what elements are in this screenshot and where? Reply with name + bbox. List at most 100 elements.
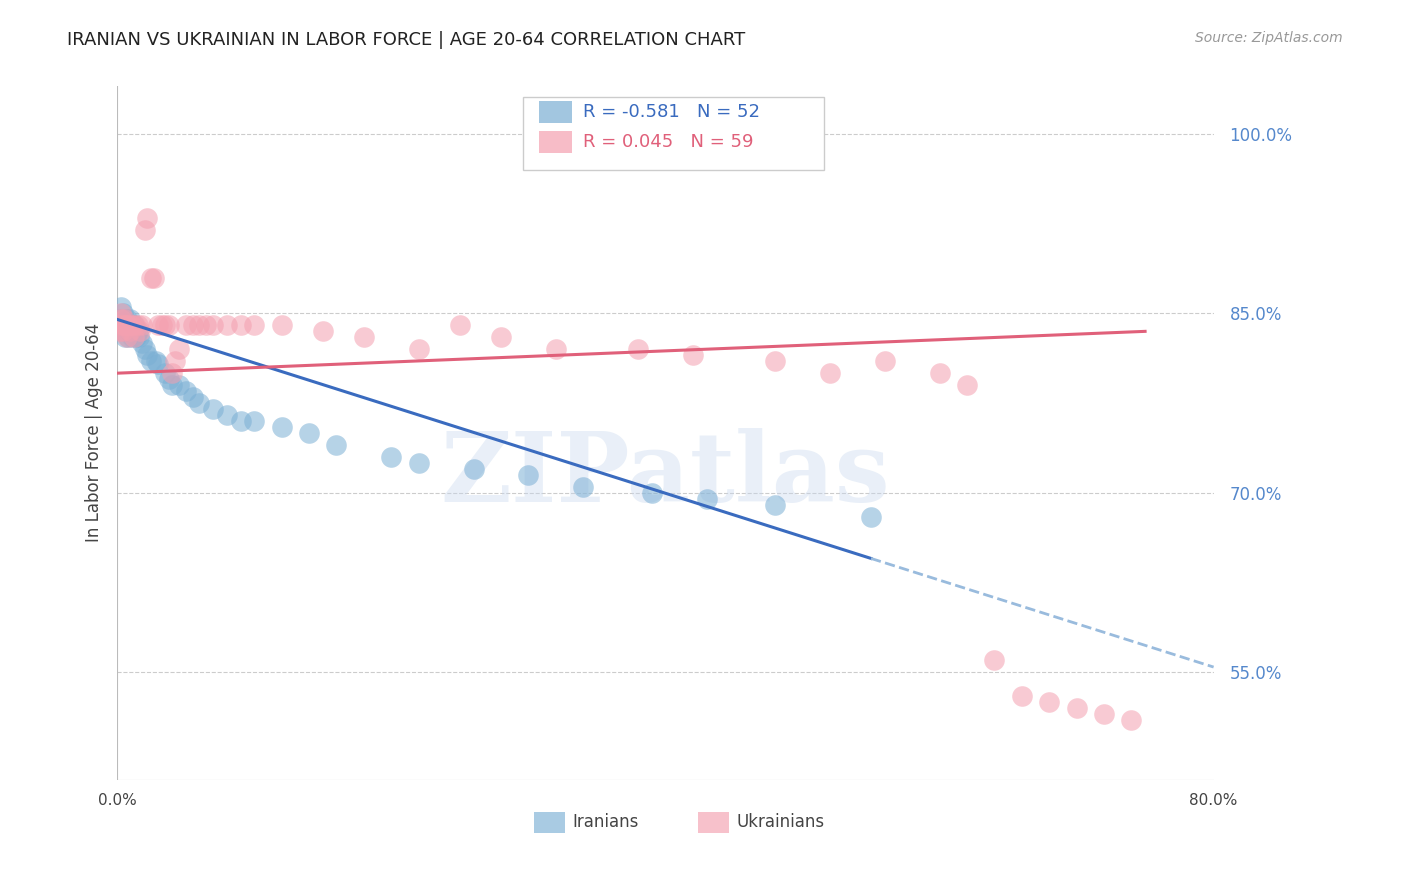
Point — [121, 330, 143, 344]
Point — [202, 318, 225, 333]
Point — [122, 318, 145, 333]
Text: R = -0.581   N = 52: R = -0.581 N = 52 — [583, 103, 761, 121]
Point — [188, 318, 211, 333]
Point — [110, 306, 132, 320]
Point — [449, 318, 471, 333]
Point — [270, 420, 292, 434]
Point — [107, 318, 129, 333]
Point — [160, 366, 183, 380]
Point — [131, 336, 153, 351]
Point — [111, 324, 134, 338]
Point — [110, 301, 132, 315]
Point — [153, 318, 176, 333]
Point — [215, 408, 238, 422]
Point — [695, 491, 717, 506]
Point — [353, 330, 375, 344]
Point — [112, 318, 135, 333]
Point — [763, 354, 786, 368]
Point — [114, 318, 136, 333]
Point — [682, 348, 704, 362]
Point — [129, 324, 152, 338]
Point — [298, 425, 321, 440]
Y-axis label: In Labor Force | Age 20-64: In Labor Force | Age 20-64 — [86, 324, 103, 542]
Point — [111, 318, 134, 333]
Point — [112, 312, 135, 326]
Point — [627, 343, 650, 357]
Point — [202, 402, 225, 417]
Point — [818, 366, 841, 380]
Point — [1092, 706, 1115, 721]
Point — [148, 357, 170, 371]
Point — [174, 384, 197, 398]
Point — [134, 343, 156, 357]
Point — [243, 414, 266, 428]
Point — [115, 324, 138, 338]
Bar — [540, 131, 572, 153]
Point — [115, 318, 138, 333]
Point — [1038, 695, 1060, 709]
Point — [115, 330, 138, 344]
Point — [270, 318, 292, 333]
Point — [118, 324, 141, 338]
Point — [110, 312, 132, 326]
Point — [108, 312, 131, 326]
Point — [873, 354, 896, 368]
Point — [181, 390, 204, 404]
Point — [120, 318, 142, 333]
Point — [120, 324, 142, 338]
Text: IRANIAN VS UKRAINIAN IN LABOR FORCE | AGE 20-64 CORRELATION CHART: IRANIAN VS UKRAINIAN IN LABOR FORCE | AG… — [67, 31, 745, 49]
Point — [136, 211, 159, 225]
Point — [107, 318, 129, 333]
Point — [1011, 689, 1033, 703]
Point — [408, 343, 430, 357]
Point — [111, 306, 134, 320]
Point — [128, 330, 150, 344]
Point — [117, 318, 139, 333]
Point — [112, 318, 135, 333]
Point — [229, 318, 252, 333]
Point — [153, 366, 176, 380]
Point — [157, 318, 180, 333]
Point — [111, 324, 134, 338]
Point — [763, 498, 786, 512]
Point — [188, 396, 211, 410]
Point — [215, 318, 238, 333]
Point — [157, 372, 180, 386]
Point — [136, 348, 159, 362]
Point — [108, 324, 131, 338]
Point — [167, 378, 190, 392]
Point — [145, 354, 167, 368]
Text: ZIPatlas: ZIPatlas — [440, 427, 890, 522]
Point — [152, 318, 174, 333]
Point — [489, 330, 512, 344]
Bar — [534, 812, 565, 833]
Point — [325, 438, 347, 452]
Point — [312, 324, 335, 338]
Point — [163, 354, 186, 368]
Bar — [699, 812, 728, 833]
Point — [1121, 713, 1143, 727]
Point — [114, 330, 136, 344]
Point — [127, 324, 149, 338]
Point — [143, 270, 166, 285]
Point — [124, 324, 146, 338]
Text: Iranians: Iranians — [572, 814, 638, 831]
Point — [110, 318, 132, 333]
Point — [195, 318, 218, 333]
Point — [174, 318, 197, 333]
Point — [517, 467, 540, 482]
Point — [408, 456, 430, 470]
Point — [115, 312, 138, 326]
Text: R = 0.045   N = 59: R = 0.045 N = 59 — [583, 133, 754, 151]
Point — [141, 354, 163, 368]
Point — [125, 330, 148, 344]
Point — [134, 223, 156, 237]
Point — [956, 378, 979, 392]
Point — [572, 480, 595, 494]
Point — [928, 366, 950, 380]
Point — [117, 318, 139, 333]
Point — [141, 270, 163, 285]
Point — [859, 509, 882, 524]
Point — [148, 318, 170, 333]
Point — [112, 312, 135, 326]
